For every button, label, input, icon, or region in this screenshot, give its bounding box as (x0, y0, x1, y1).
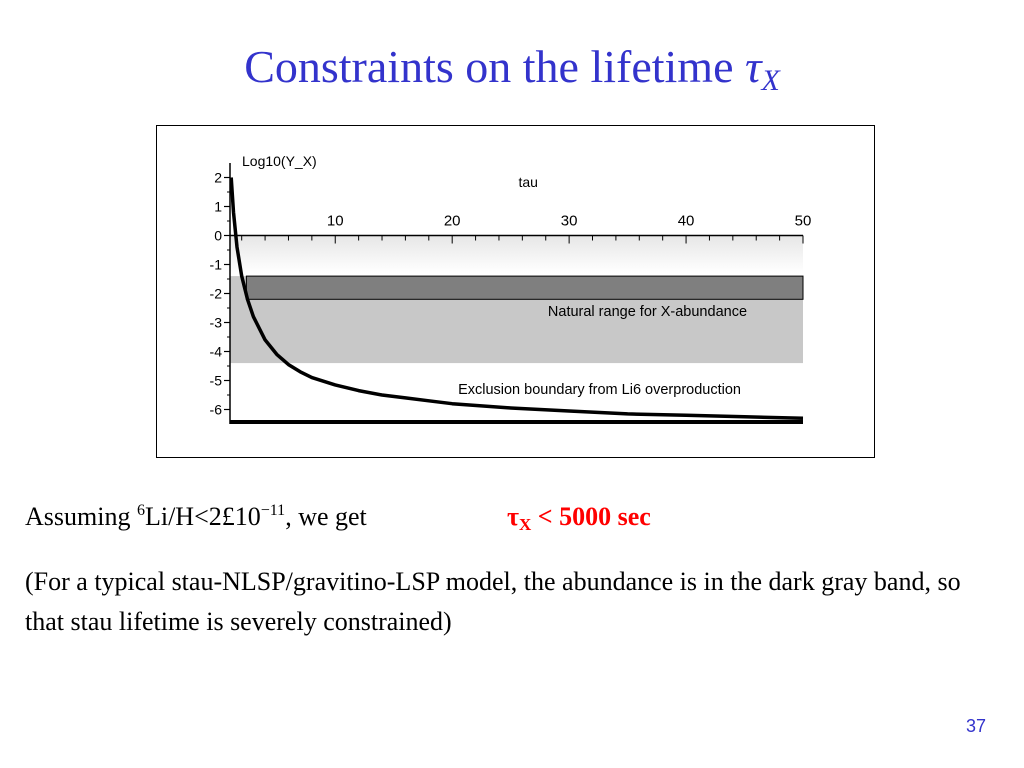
assumption-suffix: , we get (285, 502, 367, 531)
result-tau-symbol: τ (507, 502, 519, 531)
slide-title: Constraints on the lifetime τX (0, 40, 1024, 98)
isotope-superscript: 6 (136, 502, 145, 519)
x-tick-label: 50 (795, 213, 812, 230)
x-tick-label: 30 (561, 213, 578, 230)
result-subscript: X (518, 515, 532, 534)
y-tick-label: -3 (210, 315, 223, 331)
y-tick-label: 0 (214, 228, 222, 244)
y-axis-label: Log10(Y_X) (242, 153, 317, 169)
y-tick-label: 1 (214, 199, 222, 215)
x-tick-label: 10 (327, 213, 344, 230)
y-tick-label: -5 (210, 373, 223, 389)
x-tick-label: 40 (678, 213, 695, 230)
exponent-superscript: −11 (260, 502, 286, 519)
title-text: Constraints on the lifetime (244, 41, 745, 92)
x-tick-label: 20 (444, 213, 461, 230)
y-tick-label: -6 (210, 402, 223, 418)
title-tau-symbol: τ (745, 41, 762, 92)
x-axis-label: tau (518, 174, 537, 190)
lifetime-chart: 210-1-2-3-4-5-610 20 30 40 50 Log10(Y_X)tauN… (210, 153, 812, 424)
y-tick-label: -1 (210, 257, 223, 273)
title-subscript: X (761, 64, 780, 97)
zero-shade (230, 235, 803, 274)
explanation-paragraph: (For a typical stau-NLSP/gravitino-LSP m… (25, 567, 961, 636)
y-tick-label: -2 (210, 286, 223, 302)
y-tick-label: -4 (210, 344, 223, 360)
assumption-ratio: Li/H<2£10 (144, 502, 261, 531)
y-tick-label: 2 (214, 170, 222, 186)
dark-band (245, 275, 804, 300)
chart-annotation: Natural range for X-abundance (548, 304, 747, 320)
assumption-prefix: Assuming (25, 502, 137, 531)
page-number: 37 (966, 716, 987, 736)
chart-annotation: Exclusion boundary from Li6 overproducti… (458, 382, 741, 398)
result-bound: < 5000 sec (531, 502, 651, 531)
assumption-line: Assuming 6Li/H<2£10−11, we get (25, 502, 367, 532)
lifetime-result: τX < 5000 sec (507, 502, 651, 535)
plot-frame: 2 1 0 -1 -2 -3 -4 -5 -6 10 20 30 40 50 Log10(Y_X) tau N… (156, 125, 875, 458)
